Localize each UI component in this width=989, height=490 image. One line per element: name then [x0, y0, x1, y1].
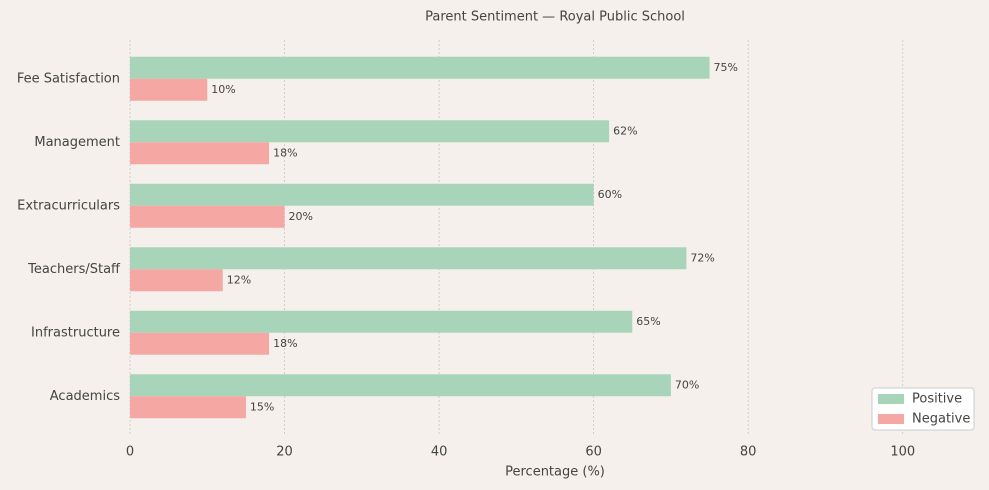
bar — [130, 374, 671, 397]
bar — [130, 78, 208, 101]
value-label: 15% — [250, 400, 274, 413]
bar — [130, 120, 610, 143]
value-label: 18% — [273, 337, 297, 350]
value-label: 12% — [227, 273, 251, 286]
value-label: 75% — [714, 61, 738, 74]
bar — [130, 396, 246, 419]
chart-title: Parent Sentiment — Royal Public School — [425, 10, 685, 25]
value-label: 65% — [636, 315, 660, 328]
value-label: 20% — [289, 210, 313, 223]
y-tick-label: Infrastructure — [31, 325, 120, 340]
bar — [130, 56, 710, 79]
x-tick-label: 0 — [126, 445, 134, 460]
legend-swatch — [878, 394, 904, 404]
y-tick-label: Teachers/Staff — [27, 262, 121, 277]
value-label: 10% — [211, 83, 235, 96]
x-tick-label: 60 — [585, 445, 602, 460]
bar — [130, 247, 687, 270]
legend-label: Positive — [912, 392, 962, 407]
value-label: 72% — [690, 251, 714, 264]
x-axis-label: Percentage (%) — [505, 465, 605, 480]
bar — [130, 269, 223, 292]
x-tick-label: 80 — [740, 445, 757, 460]
value-label: 18% — [273, 146, 297, 159]
x-tick-label: 100 — [890, 445, 915, 460]
x-tick-label: 20 — [276, 445, 293, 460]
bar — [130, 142, 270, 165]
bar — [130, 205, 285, 228]
legend-swatch — [878, 414, 904, 424]
value-label: 62% — [613, 124, 637, 137]
bar — [130, 332, 270, 355]
bar — [130, 310, 633, 333]
y-tick-label: Fee Satisfaction — [17, 71, 120, 86]
y-tick-label: Academics — [50, 389, 120, 404]
y-tick-label: Management — [34, 135, 120, 150]
value-label: 60% — [598, 188, 622, 201]
bar — [130, 183, 594, 206]
value-label: 70% — [675, 378, 699, 391]
legend-label: Negative — [912, 412, 970, 427]
x-tick-label: 40 — [431, 445, 448, 460]
y-tick-label: Extracurriculars — [17, 198, 120, 213]
